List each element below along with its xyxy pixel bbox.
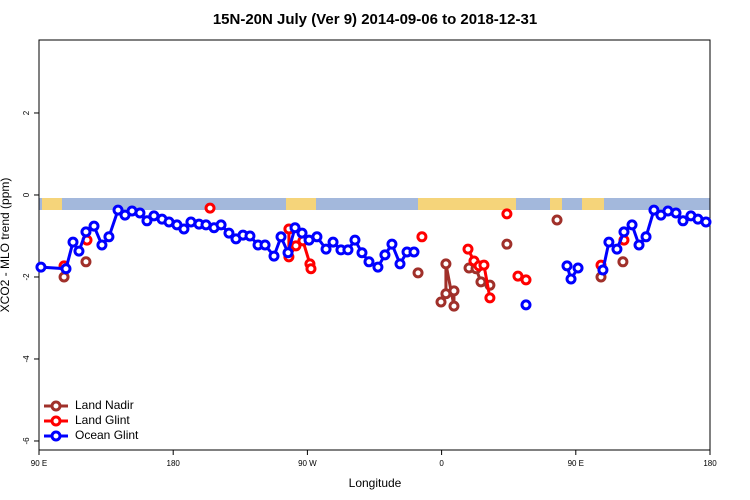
y-tick-label: -6 [22, 437, 31, 445]
data-point [478, 259, 490, 271]
plot-frame [38, 39, 711, 451]
data-point [394, 258, 406, 270]
land-strip [286, 198, 316, 210]
data-point [88, 220, 100, 232]
data-point [73, 245, 85, 257]
data-point [372, 261, 384, 273]
data-point [462, 243, 474, 255]
x-tick-label: 90 W [298, 459, 317, 468]
data-point [448, 300, 460, 312]
data-point [408, 246, 420, 258]
y-tick-label: -4 [22, 355, 31, 363]
data-point [611, 243, 623, 255]
data-point [700, 216, 712, 228]
x-tick-label: 90 E [568, 459, 584, 468]
data-point [215, 219, 227, 231]
data-point [520, 299, 532, 311]
data-point [311, 231, 323, 243]
data-point [103, 231, 115, 243]
data-point [416, 231, 428, 243]
data-point [60, 263, 72, 275]
data-point [501, 238, 513, 250]
data-point [440, 258, 452, 270]
data-point [134, 207, 146, 219]
land-strip [42, 198, 62, 210]
legend-label: Land Glint [75, 413, 130, 427]
data-point [67, 236, 79, 248]
data-point [677, 215, 689, 227]
y-tick-label: 0 [22, 192, 31, 197]
legend-swatch-point [50, 400, 62, 412]
data-point [275, 231, 287, 243]
data-point [363, 256, 375, 268]
land-strip [550, 198, 562, 210]
land-strip [418, 198, 516, 210]
legend-label: Land Nadir [75, 398, 134, 412]
data-point [268, 250, 280, 262]
data-point [617, 256, 629, 268]
data-point [501, 208, 513, 220]
data-point [448, 285, 460, 297]
data-point [112, 204, 124, 216]
data-point [386, 238, 398, 250]
data-point [80, 226, 92, 238]
data-point [296, 227, 308, 239]
data-point [551, 214, 563, 226]
legend-swatch-point [50, 430, 62, 442]
data-point [670, 207, 682, 219]
y-tick-label: -2 [22, 273, 31, 281]
legend-swatch-point [50, 415, 62, 427]
data-point [327, 236, 339, 248]
data-point [342, 244, 354, 256]
data-point [80, 256, 92, 268]
data-point [484, 292, 496, 304]
data-point [475, 276, 487, 288]
x-tick-label: 180 [167, 459, 181, 468]
land-strip [582, 198, 604, 210]
data-point [320, 243, 332, 255]
data-point [626, 219, 638, 231]
y-tick-label: 2 [22, 110, 31, 115]
data-point [640, 231, 652, 243]
data-point [356, 247, 368, 259]
x-axis-label: Longitude [349, 476, 402, 490]
data-point [349, 234, 361, 246]
legend-label: Ocean Glint [75, 428, 139, 442]
x-tick-label: 90 E [31, 459, 47, 468]
data-point [282, 247, 294, 259]
data-point [305, 263, 317, 275]
data-point [435, 296, 447, 308]
data-point [565, 273, 577, 285]
data-point [204, 202, 216, 214]
data-point [259, 239, 271, 251]
data-point [597, 264, 609, 276]
data-point [603, 236, 615, 248]
y-axis-label: XCO2 - MLO trend (ppm) [0, 178, 12, 313]
data-point [618, 226, 630, 238]
data-point [223, 227, 235, 239]
data-point [141, 215, 153, 227]
data-point [178, 223, 190, 235]
data-point [561, 260, 573, 272]
x-tick-label: 0 [439, 459, 444, 468]
data-point [35, 261, 47, 273]
data-point [96, 239, 108, 251]
chart-title: 15N-20N July (Ver 9) 2014-09-06 to 2018-… [213, 11, 537, 28]
data-point [289, 222, 301, 234]
data-point [244, 230, 256, 242]
x-tick-label: 180 [703, 459, 717, 468]
data-point [290, 240, 302, 252]
data-point [633, 239, 645, 251]
data-point [379, 249, 391, 261]
data-point [572, 262, 584, 274]
data-point [412, 267, 424, 279]
data-point [648, 204, 660, 216]
data-point [520, 274, 532, 286]
